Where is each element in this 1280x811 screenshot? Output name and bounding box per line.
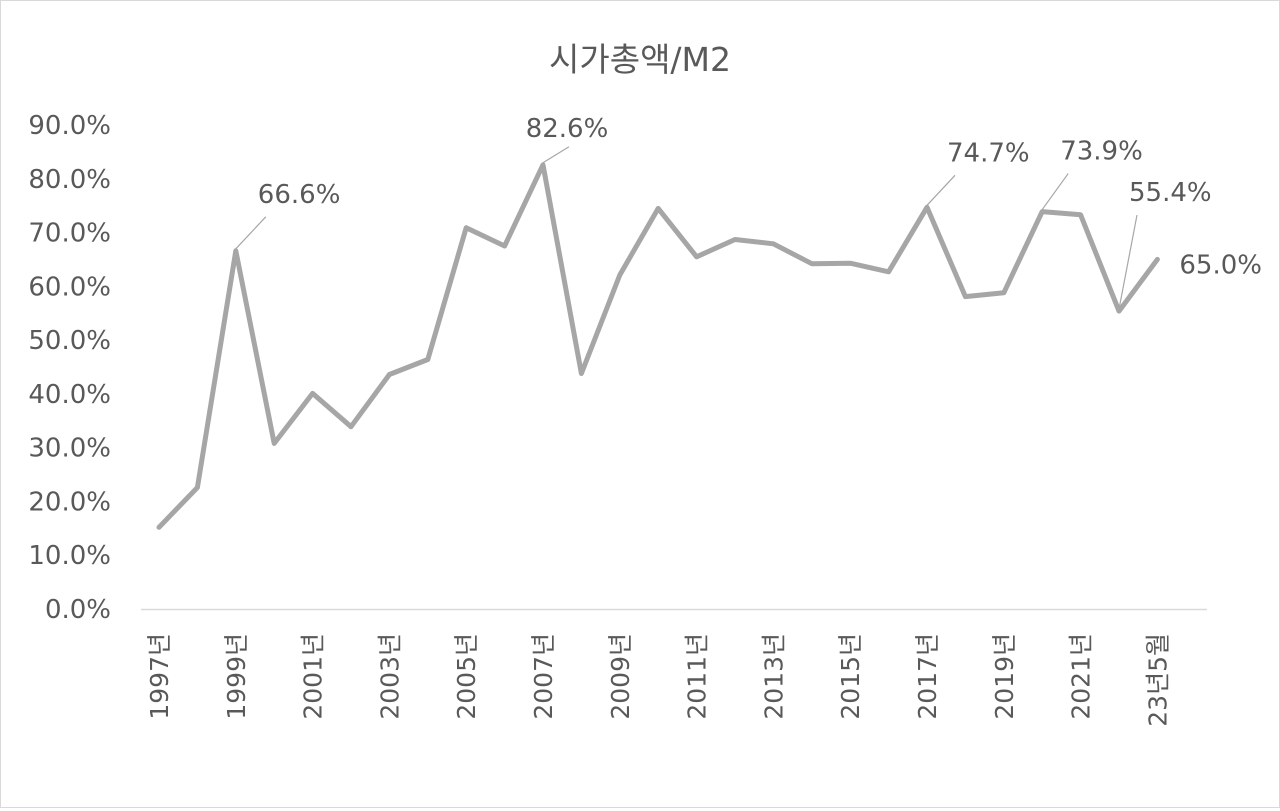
x-tick-label: 2013년: [759, 633, 788, 720]
y-tick-label: 50.0%: [28, 326, 111, 356]
data-label: 66.6%: [258, 180, 341, 210]
x-tick-label: 2001년: [299, 633, 328, 720]
y-tick-label: 10.0%: [28, 541, 111, 571]
x-tick-label: 2011년: [683, 633, 712, 720]
x-axis: 1997년 1999년 2001년 2003년 2005년 2007년 2009년 2011년…: [141, 608, 1207, 727]
y-tick-label: 30.0%: [28, 434, 111, 464]
data-labels: 66.6% 82.6% 74.7% 73.9% 55.4% 65.0%: [258, 114, 1262, 281]
x-tick-label: 2009년: [606, 633, 635, 720]
x-tick-label: 2015년: [836, 633, 865, 720]
leader-lines: [235, 146, 1138, 310]
leader-line: [1118, 214, 1138, 310]
y-tick-label: 40.0%: [28, 380, 111, 410]
chart-title: 시가총액/M2: [549, 40, 731, 79]
x-tick-label: 2007년: [529, 633, 558, 720]
y-tick-label: 80.0%: [28, 165, 111, 195]
x-tick-label: 2017년: [913, 633, 942, 720]
leader-line: [926, 174, 956, 206]
data-label: 55.4%: [1129, 178, 1212, 208]
y-tick-label: 60.0%: [28, 272, 111, 302]
x-tick-label: 1997년: [145, 633, 174, 720]
series-layer: [156, 162, 1160, 530]
x-tick-label: 2021년: [1067, 633, 1096, 720]
y-tick-label: 20.0%: [28, 487, 111, 517]
leader-line: [1041, 173, 1069, 210]
y-tick-label: 70.0%: [28, 219, 111, 249]
data-label: 82.6%: [526, 114, 609, 144]
x-tick-label: 2003년: [375, 633, 404, 720]
y-axis: 0.0% 10.0% 20.0% 30.0% 40.0% 50.0% 60.0% 70.0% 8…: [28, 111, 111, 625]
data-label: 74.7%: [947, 138, 1030, 168]
series-line: [156, 162, 1160, 530]
leader-line: [235, 216, 267, 250]
y-tick-label: 0.0%: [45, 595, 111, 625]
x-tick-label: 2005년: [452, 633, 481, 720]
x-tick-label: 23년5월: [1143, 633, 1172, 727]
leader-line: [542, 146, 570, 164]
x-tick-label: 2019년: [990, 633, 1019, 720]
y-tick-label: 90.0%: [28, 111, 111, 141]
data-label: 65.0%: [1179, 250, 1262, 280]
x-tick-label: 1999년: [222, 633, 251, 720]
data-label: 73.9%: [1060, 137, 1143, 167]
